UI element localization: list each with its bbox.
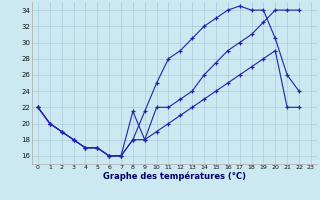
X-axis label: Graphe des températures (°C): Graphe des températures (°C) — [103, 172, 246, 181]
